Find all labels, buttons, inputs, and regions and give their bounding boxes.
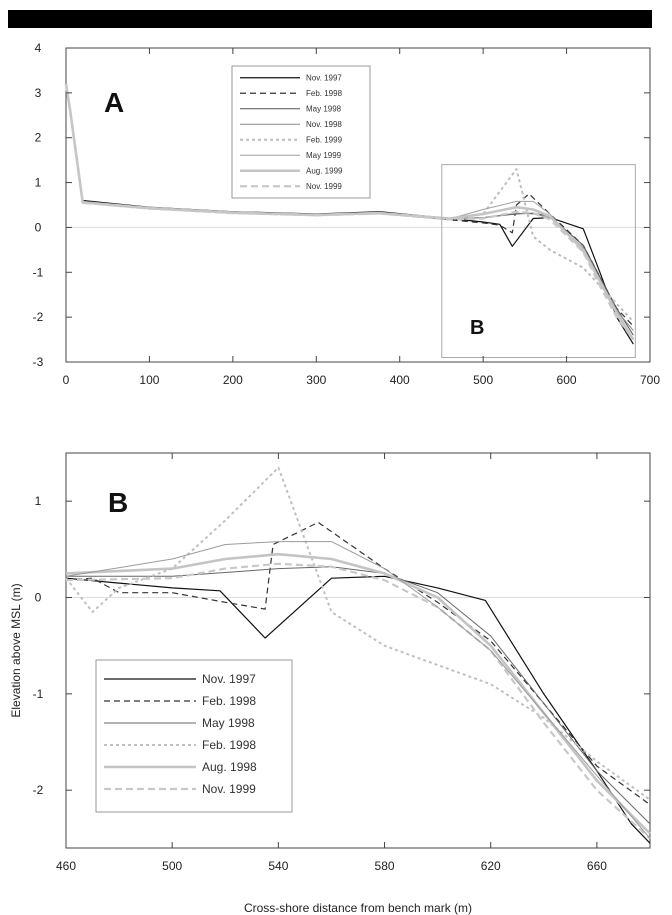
panel-b-legend-label: Nov. 1997 bbox=[202, 672, 256, 686]
panel-b-x-tick-label: 580 bbox=[375, 859, 395, 873]
panel-a-x-tick-label: 200 bbox=[223, 373, 243, 387]
panel-b-series-line-7 bbox=[65, 541, 651, 839]
panel-a-y-tick-label: -1 bbox=[33, 265, 44, 279]
panel-a-y-tick-label: 0 bbox=[35, 220, 42, 234]
panel-a-legend-label: May 1998 bbox=[306, 105, 342, 114]
panel-b-legend: Nov. 1997 Feb. 1998 May 1998 Feb. 1998 Aug. … bbox=[95, 659, 293, 813]
header-bar bbox=[8, 10, 652, 28]
panel-a-legend-label: Nov. 1998 bbox=[306, 120, 342, 129]
panel-b-legend-label: Feb. 1998 bbox=[202, 738, 256, 752]
inset-box-label: B bbox=[470, 317, 484, 339]
panel-a-legend-label: May 1999 bbox=[306, 151, 342, 160]
panel-b-x-tick-label: 460 bbox=[56, 859, 76, 873]
panel-a-legend-box bbox=[231, 65, 371, 199]
panel-b-series-line-2 bbox=[65, 521, 651, 806]
panel-a-x-tick-label: 100 bbox=[139, 373, 159, 387]
panel-a-x-tick-label: 600 bbox=[557, 373, 577, 387]
panel-a-series bbox=[64, 83, 635, 345]
panel-a-ticks: 0 100 200 300 400 500 600 700 4 3 2 1 0 -1 -2 -3 bbox=[33, 41, 661, 387]
panel-b-y-tick-label: 1 bbox=[35, 494, 42, 508]
panel-b-y-axis-title: Elevation above MSL (m) bbox=[9, 583, 23, 717]
panel-b-legend-label: May 1998 bbox=[202, 716, 255, 730]
panel-a-legend-label: Nov. 1997 bbox=[306, 74, 342, 83]
panel-a-letter: A bbox=[104, 87, 124, 118]
panel-a-y-tick-label: 3 bbox=[35, 86, 42, 100]
panel-b-x-tick-label: 660 bbox=[587, 859, 607, 873]
panel-b-series-line-4 bbox=[65, 466, 651, 801]
panel-b-legend-label: Aug. 1998 bbox=[202, 760, 257, 774]
panel-a-x-tick-label: 0 bbox=[63, 373, 70, 387]
panel-a-y-tick-label: 4 bbox=[35, 41, 42, 55]
panel-b-series-line-6 bbox=[65, 562, 651, 840]
panel-a-legend-label: Aug. 1999 bbox=[306, 167, 343, 176]
panel-b-y-tick-label: 0 bbox=[35, 591, 42, 605]
panel-a-legend: Nov. 1997 Feb. 1998 May 1998 Nov. 1998 Feb. … bbox=[231, 65, 371, 199]
panel-a-x-tick-label: 500 bbox=[473, 373, 493, 387]
panel-a-legend-label: Feb. 1999 bbox=[306, 136, 343, 145]
panel-b-series bbox=[65, 466, 651, 844]
panel-b-x-tick-label: 500 bbox=[162, 859, 182, 873]
panel-a-x-tick-label: 700 bbox=[640, 373, 660, 387]
panel-a-x-tick-label: 300 bbox=[306, 373, 326, 387]
panel-b-x-tick-label: 540 bbox=[268, 859, 288, 873]
panel-b-series-line-5 bbox=[65, 552, 651, 835]
panel-a-legend-label: Feb. 1998 bbox=[306, 89, 343, 98]
panel-a-y-tick-label: -2 bbox=[33, 310, 44, 324]
panel-b-y-tick-label: -2 bbox=[33, 783, 44, 797]
panel-b-y-tick-label: -1 bbox=[33, 687, 44, 701]
panel-a-frame bbox=[65, 47, 651, 363]
panel-b-legend-label: Feb. 1998 bbox=[202, 694, 256, 708]
panel-b-legend-box bbox=[95, 659, 293, 813]
panel-b-ticks: 460 500 540 580 620 660 1 0 -1 -2 bbox=[33, 453, 650, 873]
panel-a-y-tick-label: 1 bbox=[35, 176, 42, 190]
panel-a-x-tick-label: 400 bbox=[390, 373, 410, 387]
panel-b-x-axis-title: Cross-shore distance from bench mark (m) bbox=[244, 901, 472, 915]
panel-b-x-tick-label: 620 bbox=[481, 859, 501, 873]
panel-a-legend-label: Nov. 1999 bbox=[306, 182, 342, 191]
panel-b-legend-label: Nov. 1999 bbox=[202, 782, 256, 796]
panel-a-y-tick-label: -3 bbox=[33, 355, 44, 369]
panel-a-y-tick-label: 2 bbox=[35, 131, 42, 145]
panel-b-letter: B bbox=[108, 487, 128, 518]
inset-box bbox=[441, 164, 636, 359]
panel-a-series-line-8 bbox=[64, 83, 635, 341]
panel-a-series-line-7 bbox=[64, 83, 635, 341]
